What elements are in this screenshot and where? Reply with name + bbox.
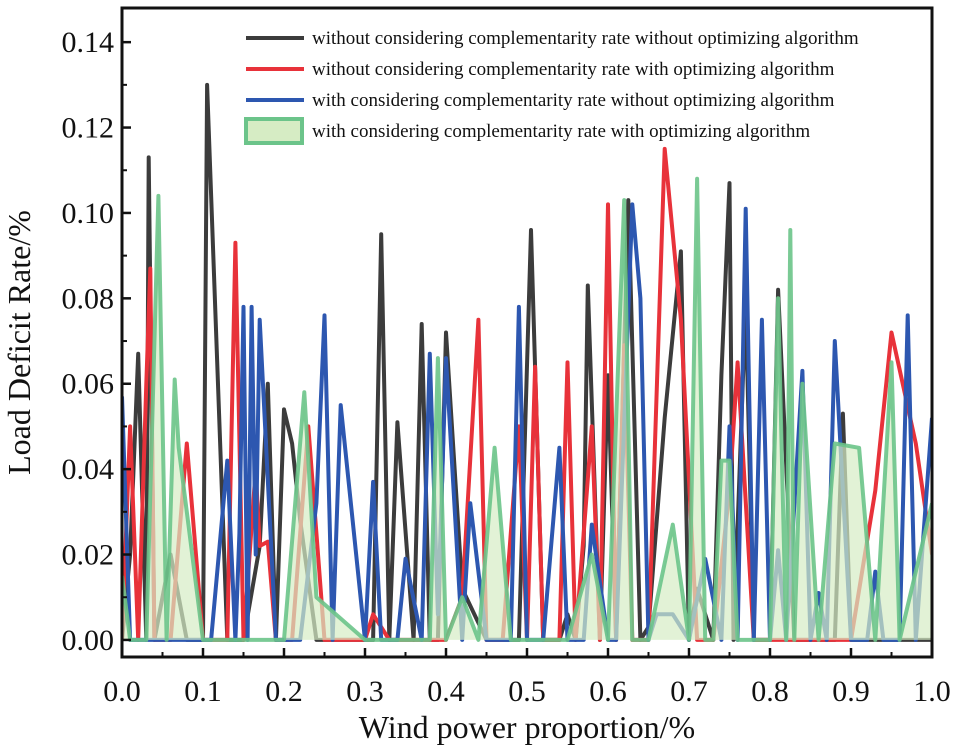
series-4-line [122, 176, 932, 642]
y-tick-label: 0.10 [62, 197, 115, 230]
series-4-area [122, 178, 932, 640]
x-tick-label: 1.0 [913, 675, 951, 708]
y-axis-title: Load Deficit Rate/% [1, 210, 37, 475]
y-tick-label: 0.06 [62, 368, 115, 401]
y-tick-label: 0.14 [62, 26, 115, 59]
legend-label-2: without considering complementarity rate… [312, 59, 835, 80]
x-tick-label: 0.8 [751, 675, 789, 708]
legend-label-1: without considering complementarity rate… [312, 28, 859, 49]
y-tick-label: 0.00 [62, 624, 115, 657]
y-tick-label: 0.04 [62, 453, 115, 486]
x-tick-label: 0.6 [589, 675, 627, 708]
x-tick-label: 0.3 [346, 675, 384, 708]
ticks-layer: 0.0 0.1 0.2 0.3 0.4 0.5 0.6 0.7 0.8 0.9 1.0 0.00 0.0… [62, 26, 951, 708]
x-tick-label: 0.2 [265, 675, 303, 708]
legend-label-4: with considering complementarity rate wi… [312, 121, 810, 142]
y-tick-label: 0.12 [62, 112, 115, 145]
x-tick-label: 0.4 [427, 675, 465, 708]
x-tick-label: 0.0 [103, 675, 141, 708]
legend: without considering complementarity rate… [244, 28, 859, 145]
x-tick-label: 0.9 [832, 675, 870, 708]
y-tick-label: 0.02 [62, 539, 115, 572]
x-axis-title: Wind power proportion/% [359, 709, 695, 745]
x-tick-label: 0.1 [184, 675, 222, 708]
y-tick-label: 0.08 [62, 282, 115, 315]
series-layer [122, 82, 932, 642]
legend-label-3: with considering complementarity rate wi… [312, 90, 835, 111]
legend-swatch-4 [244, 117, 304, 145]
x-tick-label: 0.5 [508, 675, 546, 708]
x-tick-label: 0.7 [670, 675, 708, 708]
